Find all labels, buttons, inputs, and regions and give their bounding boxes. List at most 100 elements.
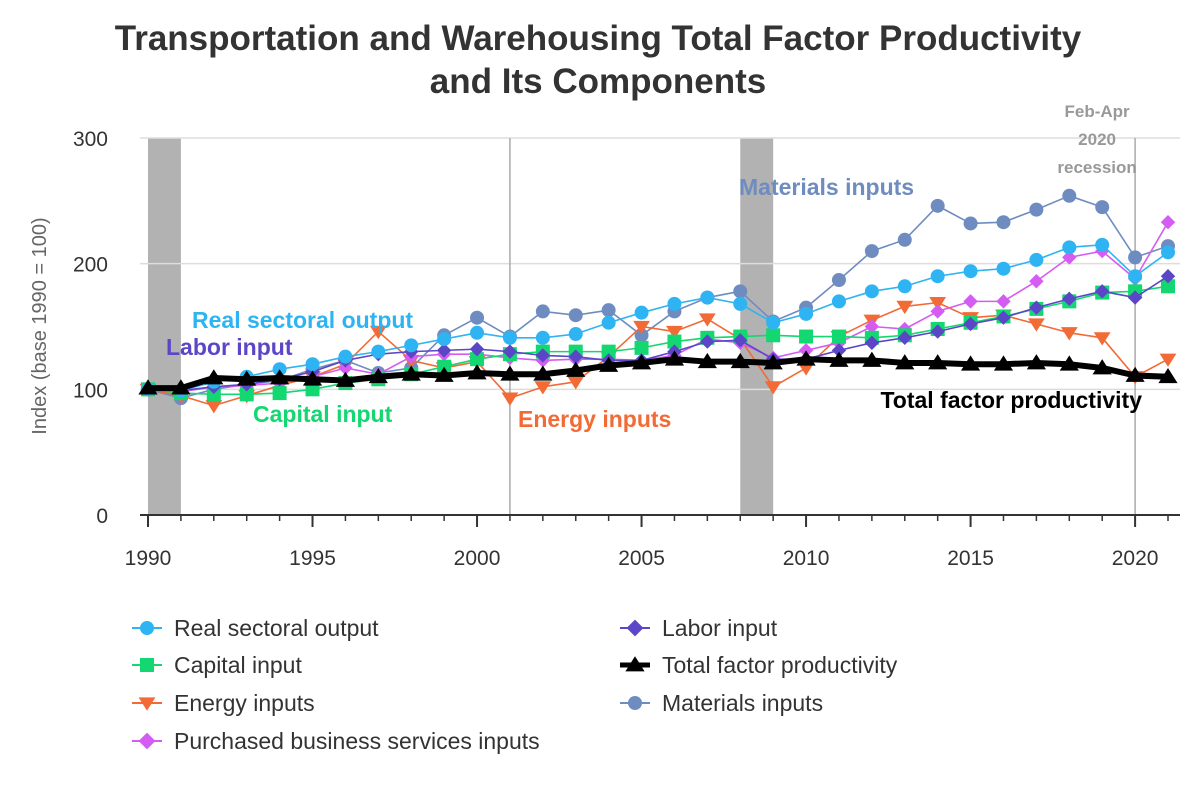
legend-label-materials-inputs: Materials inputs [662,690,823,716]
labor-input-point-2001 [502,344,518,359]
x-tick-label-2010: 2010 [783,547,830,570]
real-sectoral-output-point-2000 [470,325,485,340]
total-factor-productivity-point-1990 [138,379,158,395]
real-sectoral-output-point-2004 [601,315,616,330]
real-sectoral-output-point-2016 [996,261,1011,276]
materials-inputs-point-2015 [963,216,978,231]
labor-input-point-2007 [700,334,715,349]
total-factor-productivity-point-1998 [401,365,421,381]
capital-input-point-2009 [766,328,781,343]
real-sectoral-output-point-2007 [700,290,715,305]
legend-label-purchased-business-services-inputs: Purchased business services inputs [174,728,540,754]
labor-input-point-2000 [469,341,485,357]
real-sectoral-output-point-2001 [502,330,517,345]
total-factor-productivity-point-2008 [730,352,750,369]
real-sectoral-output-point-2008 [733,296,748,311]
legend-label-total-factor-productivity: Total factor productivity [662,652,898,678]
materials-inputs-point-2017 [1029,202,1044,217]
legend-item-purchased-business-services-inputs: Purchased business services inputs [132,728,540,754]
labor-input-point-2011 [831,343,847,358]
capital-input-point-2004 [601,344,616,359]
y-tick-label-100: 100 [73,379,108,402]
recession-note-line-2: recession [1057,158,1136,177]
real-sectoral-output-point-2012 [864,284,879,299]
purchased-business-services-inputs-point-2016 [996,294,1011,309]
chart-title-line-1: Transportation and Warehousing Total Fac… [115,19,1082,58]
legend-item-energy-inputs: Energy inputs [132,690,315,716]
legend-label-labor-input: Labor input [662,615,778,641]
real-sectoral-output-point-2003 [568,327,583,342]
real-sectoral-output-point-2013 [897,279,912,294]
total-factor-productivity-point-1994 [270,369,290,385]
series-real-sectoral-output [141,237,1175,398]
purchased-business-services-inputs-point-2012 [864,319,880,334]
total-factor-productivity-point-2021 [1158,367,1178,384]
x-tick-label-2005: 2005 [618,547,665,570]
total-factor-productivity-point-2020 [1125,366,1145,382]
annotation-real-sectoral-output: Real sectoral output [192,307,413,333]
x-tick-label-2020: 2020 [1112,547,1159,570]
real-sectoral-output-point-2006 [667,296,682,311]
labor-input-point-2017 [1029,300,1044,315]
total-factor-productivity-point-2015 [960,355,981,371]
total-factor-productivity-point-2007 [697,352,717,369]
real-sectoral-output-point-1995 [305,357,320,372]
labor-input-point-2008 [733,333,748,348]
series-capital-input [141,279,1175,402]
materials-inputs-point-2016 [996,215,1011,230]
x-tick-label-1990: 1990 [125,547,172,570]
recession-note-line-0: Feb-Apr [1065,102,1131,121]
energy-inputs-point-1992 [205,400,223,414]
materials-inputs-point-2019 [1095,200,1110,215]
y-tick-label-0: 0 [96,505,108,528]
energy-inputs-point-2013 [896,300,914,315]
total-factor-productivity-point-2006 [664,350,685,366]
purchased-business-services-inputs-point-2017 [1029,274,1044,289]
capital-input-point-1992 [206,387,221,402]
total-factor-productivity-point-1991 [171,379,191,395]
materials-inputs-point-2005 [634,328,649,343]
total-factor-productivity-point-1995 [302,370,323,386]
x-tick-label-1995: 1995 [289,547,336,570]
labor-input-point-2002 [535,348,551,363]
capital-input-point-2021 [1161,279,1175,294]
legend-marker-labor-input [626,619,644,637]
capital-input-point-1994 [272,386,287,401]
x-tick-label-2000: 2000 [454,547,501,570]
series-materials-inputs [141,188,1175,406]
annotation-total-factor-productivity: Total factor productivity [880,387,1142,413]
total-factor-productivity-point-2001 [500,365,520,381]
energy-inputs-point-2005 [633,320,650,335]
total-factor-productivity-point-1993 [237,370,257,386]
total-factor-productivity-point-2019 [1092,359,1112,375]
legend-label-capital-input: Capital input [174,652,302,678]
series-lines [138,188,1178,414]
total-factor-productivity-point-1997 [368,367,388,384]
materials-inputs-point-2003 [568,308,583,323]
chart-title-line-2: and Its Components [430,62,766,101]
total-factor-productivity-point-1999 [434,366,454,382]
legend-marker-total-factor-productivity [625,656,645,672]
legend-marker-energy-inputs [138,697,156,711]
labor-input-point-2014 [930,324,945,339]
real-sectoral-output-point-1998 [404,338,419,353]
y-tick-label-200: 200 [73,254,108,277]
real-sectoral-output-point-1996 [338,349,353,364]
capital-input-point-1993 [239,387,254,402]
labor-input-point-2003 [568,349,583,364]
total-factor-productivity-point-2011 [829,351,849,367]
energy-inputs-point-2003 [567,376,585,390]
legend-item-capital-input: Capital input [132,652,302,678]
labor-input-point-2020 [1127,290,1143,305]
capital-input-point-2006 [667,334,682,349]
real-sectoral-output-point-2020 [1128,269,1143,284]
labor-input-point-2013 [897,330,912,346]
total-factor-productivity-point-2004 [599,356,619,372]
materials-inputs-point-2014 [930,198,945,213]
labor-input-point-2012 [864,335,880,351]
y-tick-label-300: 300 [73,128,108,151]
purchased-business-services-inputs-point-1996 [338,360,353,376]
annotation-labor-input: Labor input [166,334,293,360]
